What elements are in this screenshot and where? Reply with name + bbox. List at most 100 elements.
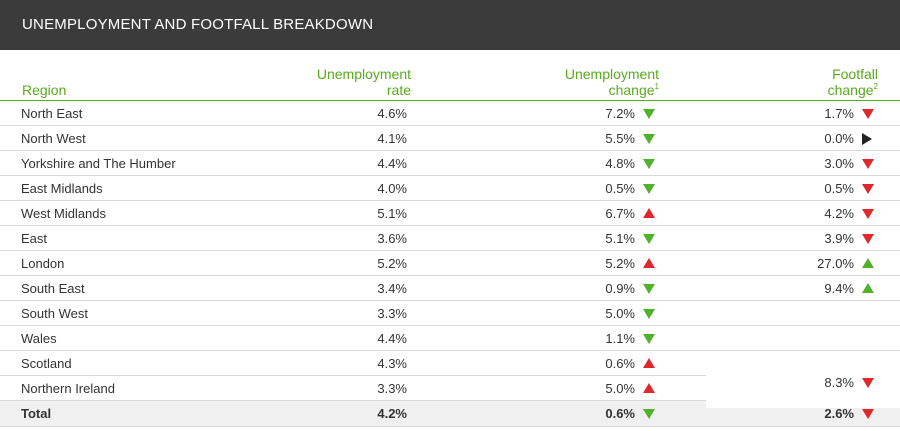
header-unemployment-change-line2: change1 (500, 82, 659, 98)
uchg-arrow-icon (643, 134, 655, 144)
table-row: Wales 4.4% 1.1% (0, 326, 900, 351)
table-body: North East 4.6% 7.2% 1.7% North West 4.1% 5.5%… (0, 101, 900, 401)
row-unemployment-change: 4.8% (605, 156, 635, 171)
row-footfall-change: 0.0% (824, 131, 854, 146)
uchg-arrow-icon (643, 358, 655, 368)
row-unemployment-rate: 3.3% (377, 381, 407, 396)
fchg-arrow-icon (862, 234, 874, 244)
row-unemployment-rate: 4.6% (377, 106, 407, 121)
header-unemployment-change-text: change (608, 82, 655, 98)
row-unemployment-change: 0.6% (605, 356, 635, 371)
merged-footfall-change: 8.3% (824, 375, 854, 390)
row-region: South West (21, 306, 88, 321)
fchg-arrow-icon (862, 283, 874, 293)
row-footfall-change: 27.0% (817, 256, 854, 271)
row-unemployment-change: 0.9% (605, 281, 635, 296)
header-unemployment-rate-line1: Unemployment (316, 66, 411, 82)
total-unemployment-rate: 4.2% (377, 406, 407, 421)
header-footfall-change: Footfall change2 (740, 66, 878, 98)
page-title: UNEMPLOYMENT AND FOOTFALL BREAKDOWN (22, 16, 374, 33)
row-unemployment-rate: 3.4% (377, 281, 407, 296)
row-unemployment-rate: 3.6% (377, 231, 407, 246)
row-unemployment-rate: 5.2% (377, 256, 407, 271)
row-region: East (21, 231, 48, 246)
row-unemployment-rate: 4.4% (377, 331, 407, 346)
row-region: North West (21, 131, 86, 146)
total-uchg-arrow-icon (643, 409, 655, 419)
row-unemployment-rate: 3.3% (377, 306, 407, 321)
table-header: Region Unemployment rate Unemployment ch… (0, 58, 900, 101)
row-footfall-change: 3.0% (824, 156, 854, 171)
header-unemployment-change: Unemployment change1 (500, 66, 659, 98)
footnote-1: 1 (654, 82, 659, 91)
table-row: South West 3.3% 5.0% (0, 301, 900, 326)
uchg-arrow-icon (643, 334, 655, 344)
fchg-arrow-icon (862, 184, 874, 194)
fchg-arrow-icon (862, 159, 874, 169)
row-unemployment-change: 6.7% (605, 206, 635, 221)
row-unemployment-rate: 4.3% (377, 356, 407, 371)
row-footfall-change: 3.9% (824, 231, 854, 246)
row-region: West Midlands (21, 206, 107, 221)
page-title-bar: UNEMPLOYMENT AND FOOTFALL BREAKDOWN (0, 0, 900, 50)
uchg-arrow-icon (643, 258, 655, 268)
table-row: South East 3.4% 0.9% 9.4% (0, 276, 900, 301)
row-unemployment-rate: 4.0% (377, 181, 407, 196)
merged-footfall-cell: 8.3% (706, 358, 900, 408)
table-row: East 3.6% 5.1% 3.9% (0, 226, 900, 251)
header-region: Region (22, 82, 67, 98)
row-unemployment-change: 5.0% (605, 306, 635, 321)
fchg-arrow-icon (862, 209, 874, 219)
row-region: Northern Ireland (21, 381, 115, 396)
uchg-arrow-icon (643, 208, 655, 218)
row-unemployment-change: 1.1% (605, 331, 635, 346)
total-fchg-arrow-icon (862, 409, 874, 419)
row-region: Scotland (21, 356, 72, 371)
total-footfall-change: 2.6% (824, 406, 854, 421)
uchg-arrow-icon (643, 109, 655, 119)
table-row: Yorkshire and The Humber 4.4% 4.8% 3.0% (0, 151, 900, 176)
row-region: East Midlands (21, 181, 103, 196)
table-row: North West 4.1% 5.5% 0.0% (0, 126, 900, 151)
row-region: London (21, 256, 65, 271)
uchg-arrow-icon (643, 383, 655, 393)
header-unemployment-rate: Unemployment rate (280, 66, 411, 98)
row-region: Wales (21, 331, 57, 346)
header-unemployment-rate-line2: rate (386, 82, 411, 98)
uchg-arrow-icon (643, 159, 655, 169)
row-unemployment-change: 5.5% (605, 131, 635, 146)
total-region: Total (21, 406, 52, 421)
row-unemployment-rate: 5.1% (377, 206, 407, 221)
header-footfall-change-line1: Footfall (832, 66, 878, 82)
fchg-arrow-icon (862, 258, 874, 268)
merged-fchg-arrow-icon (862, 378, 874, 388)
fchg-arrow-icon (862, 109, 874, 119)
breakdown-table: Region Unemployment rate Unemployment ch… (0, 58, 900, 427)
row-region: North East (21, 106, 83, 121)
row-footfall-change: 4.2% (824, 206, 854, 221)
uchg-arrow-icon (643, 284, 655, 294)
total-unemployment-change: 0.6% (605, 406, 635, 421)
uchg-arrow-icon (643, 309, 655, 319)
table-row: West Midlands 5.1% 6.7% 4.2% (0, 201, 900, 226)
row-unemployment-rate: 4.1% (377, 131, 407, 146)
row-footfall-change: 1.7% (824, 106, 854, 121)
table-row: North East 4.6% 7.2% 1.7% (0, 101, 900, 126)
row-unemployment-rate: 4.4% (377, 156, 407, 171)
table-row: East Midlands 4.0% 0.5% 0.5% (0, 176, 900, 201)
table-row: London 5.2% 5.2% 27.0% (0, 251, 900, 276)
row-unemployment-change: 0.5% (605, 181, 635, 196)
row-footfall-change: 9.4% (824, 281, 854, 296)
uchg-arrow-icon (643, 184, 655, 194)
row-region: South East (21, 281, 85, 296)
spacer (0, 50, 900, 58)
row-unemployment-change: 5.2% (605, 256, 635, 271)
uchg-arrow-icon (643, 234, 655, 244)
footnote-2: 2 (873, 82, 878, 91)
row-unemployment-change: 5.1% (605, 231, 635, 246)
header-footfall-change-text: change (827, 82, 874, 98)
row-unemployment-change: 5.0% (605, 381, 635, 396)
header-footfall-change-line2: change2 (740, 82, 878, 98)
header-unemployment-change-line1: Unemployment (564, 66, 659, 82)
row-footfall-change: 0.5% (824, 181, 854, 196)
